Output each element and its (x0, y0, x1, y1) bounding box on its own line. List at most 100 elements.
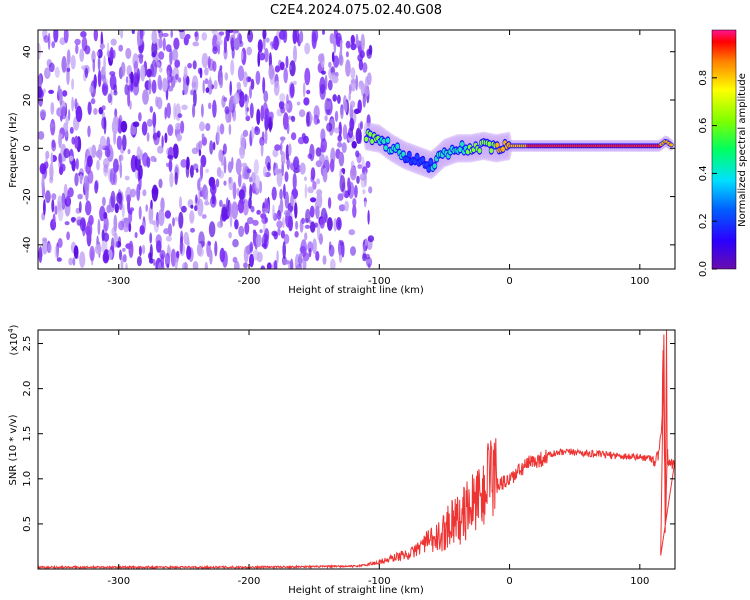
noise-blob (219, 65, 223, 71)
noise-blob (167, 124, 174, 136)
noise-blob (304, 42, 311, 55)
noise-blob (303, 97, 310, 106)
noise-blob (109, 168, 116, 186)
noise-blob (51, 139, 56, 148)
noise-blob (186, 75, 190, 86)
noise-blob (158, 178, 163, 189)
colorbar-gradient (711, 29, 737, 270)
noise-blob (119, 161, 123, 179)
noise-blob (66, 67, 71, 72)
noise-blob (312, 238, 317, 255)
noise-blob (266, 197, 269, 209)
noise-blob (46, 67, 50, 77)
noise-blob (118, 44, 124, 52)
y-tick-label: 0.5 (22, 516, 33, 532)
noise-blob (52, 213, 56, 226)
noise-blob (273, 35, 279, 51)
noise-blob (228, 123, 232, 136)
noise-blob (290, 132, 297, 141)
noise-blob (233, 30, 236, 42)
noise-blob (282, 241, 287, 259)
noise-blob (42, 88, 46, 94)
noise-blob (118, 236, 121, 246)
noise-blob (127, 89, 131, 107)
noise-blob (320, 144, 325, 153)
noise-blob (229, 211, 233, 228)
spectrogram-frame (37, 29, 676, 270)
noise-blob (109, 47, 114, 62)
noise-blob (186, 245, 192, 260)
noise-blob (179, 196, 182, 210)
noise-blob (122, 247, 126, 252)
noise-blob (169, 171, 174, 188)
noise-blob (368, 186, 373, 194)
noise-blob (283, 233, 290, 245)
noise-blob (273, 80, 280, 96)
noise-blob (103, 164, 109, 174)
noise-blob (153, 219, 159, 233)
noise-blob (345, 59, 351, 77)
noise-blob (316, 192, 323, 209)
noise-blob (174, 172, 178, 185)
noise-blob (160, 253, 165, 268)
noise-blob (316, 189, 323, 196)
noise-blob (146, 118, 153, 127)
noise-blob (87, 125, 91, 138)
noise-blob (162, 32, 169, 38)
noise-blob (329, 258, 336, 269)
noise-blob (169, 48, 173, 66)
noise-blob (231, 201, 239, 220)
noise-blob (176, 133, 182, 142)
noise-blob (238, 173, 242, 188)
noise-blob (50, 102, 55, 115)
noise-blob (89, 245, 95, 262)
noise-blob (198, 177, 202, 182)
noise-blob (79, 251, 86, 268)
noise-blob (133, 60, 139, 76)
noise-blob (159, 79, 163, 91)
noise-blob (211, 30, 218, 36)
noise-blob (184, 261, 188, 269)
noise-blob (198, 149, 202, 157)
noise-blob (179, 30, 186, 40)
noise-blob (138, 206, 142, 220)
noise-blob (212, 60, 217, 72)
noise-blob (313, 105, 320, 120)
colorbar-tick-label: 0.8 (698, 70, 709, 86)
noise-blob (130, 71, 134, 84)
noise-blob (179, 236, 183, 255)
noise-blob (359, 50, 365, 59)
noise-blob (255, 70, 261, 85)
noise-blob (181, 205, 187, 213)
noise-blob (97, 70, 102, 88)
noise-blob (74, 172, 79, 187)
bottom-y-exponent: (x104) (7, 324, 20, 355)
noise-blob (84, 45, 91, 55)
noise-blob (302, 254, 307, 269)
noise-blob (327, 79, 333, 91)
noise-blob (283, 67, 289, 84)
noise-blob (273, 259, 278, 269)
noise-blob (156, 96, 163, 110)
noise-blob (216, 38, 223, 46)
noise-blob (218, 31, 225, 36)
noise-blob (151, 59, 157, 78)
y-tick-label: 1.0 (22, 471, 33, 487)
noise-blob (367, 263, 371, 268)
noise-blob (315, 250, 320, 262)
noise-blob (174, 216, 179, 222)
noise-blob (290, 194, 294, 207)
noise-blob (79, 48, 85, 62)
noise-blob (263, 166, 267, 177)
noise-blob (232, 239, 239, 248)
noise-blob (270, 69, 275, 76)
noise-blob (94, 180, 99, 194)
noise-blob (99, 135, 106, 149)
noise-blob (264, 128, 268, 145)
noise-blob (191, 147, 199, 155)
track-core (415, 154, 420, 160)
noise-blob (304, 67, 311, 86)
noise-blob (283, 183, 286, 200)
y-tick-label: -20 (22, 188, 33, 204)
noise-blob (293, 156, 300, 170)
